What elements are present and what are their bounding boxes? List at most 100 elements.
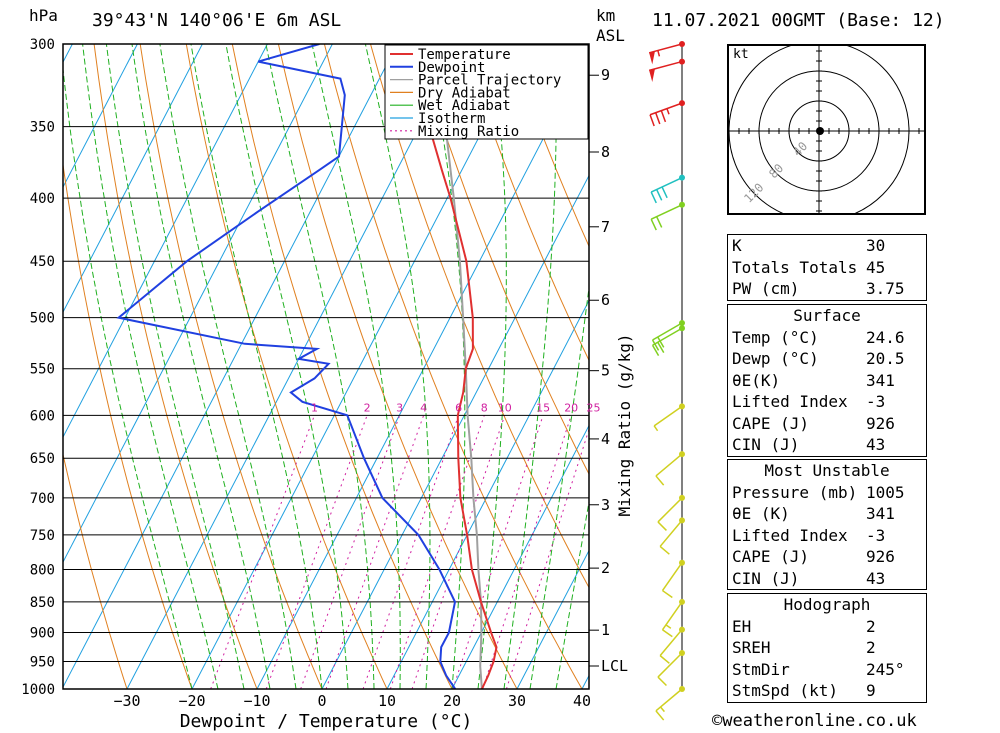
surface-box: Surface Temp (°C) 24.6 Dewp (°C) 20.5 θE(K… [727, 304, 927, 457]
wet-adiabat-line [225, 44, 349, 689]
copyright-link[interactable]: ©weatheronline.co.uk [712, 711, 917, 731]
location-title: 39°43'N 140°06'E 6m ASL [92, 10, 342, 31]
mixing-ratio-label: 4 [420, 401, 427, 414]
wind-barb-staff [657, 497, 683, 523]
mixing-ratio-label: 10 [498, 401, 512, 414]
legend-entry: Mixing Ratio [418, 124, 519, 140]
temp-tick-label: 30 [508, 692, 526, 710]
legend-entry: Parcel Trajectory [418, 73, 561, 89]
surface-value: 24.6 [866, 327, 905, 347]
wind-barb-pennant [649, 51, 655, 65]
index-label: PW (cm) [732, 279, 800, 298]
surface-label: CAPE (J) [732, 413, 810, 433]
mixing-ratio-line [411, 415, 506, 689]
pressure-tick-label: 650 [30, 451, 55, 467]
wet-adiabat-line [425, 44, 466, 689]
wet-adiabat-line [503, 44, 557, 689]
wind-barb-flag [651, 344, 660, 357]
hodo-value: 245° [866, 659, 905, 679]
wind-barb-flag [659, 545, 670, 555]
pressure-tick-label: 500 [30, 311, 55, 327]
hpa-label: hPa [29, 6, 58, 25]
mixing-ratio-label: 15 [536, 401, 550, 414]
wind-barb-half-flag [657, 50, 661, 57]
km-tick-label: 9 [601, 66, 610, 84]
surface-label: Temp (°C) [732, 327, 819, 347]
wet-adiabat-line [131, 44, 271, 689]
wind-barb-staff [653, 405, 683, 427]
mu-label: CIN (J) [732, 568, 800, 588]
dry-adiabat-line [969, 44, 1000, 689]
wind-barb [655, 686, 685, 721]
mixing-ratio-label: 20 [564, 401, 578, 414]
hodo-label: StmSpd (kt) [732, 681, 838, 700]
mixing-ratio-label: 25 [586, 401, 600, 414]
hodograph-graphic [729, 46, 924, 213]
mu-value: 926 [866, 547, 895, 566]
pressure-tick-label: 750 [30, 528, 55, 544]
hodo-label: EH [732, 616, 752, 636]
wind-barb-staff [648, 43, 683, 54]
wet-adiabat-line [105, 44, 245, 689]
wind-barb-half-flag [666, 108, 670, 115]
wind-barb-staff [649, 102, 683, 116]
wind-barb-flag [655, 189, 663, 201]
pressure-tick-label: 950 [30, 655, 55, 671]
wind-barb-flag [657, 341, 665, 354]
hodo-value: 2 [866, 638, 876, 657]
isotherm-line [63, 44, 333, 564]
wet-adiabat-line [63, 65, 193, 689]
km-tick-label: 2 [601, 559, 610, 577]
mixing-ratio-line [362, 415, 460, 689]
mixing-ratio-label: 3 [396, 401, 403, 414]
mixing-ratio-label: 6 [455, 401, 462, 414]
temp-tick-label: −20 [178, 692, 205, 710]
wind-barb-flag [655, 710, 665, 721]
hodograph-panel: kt 40 80 120 [727, 44, 926, 215]
wind-barb-flag [662, 629, 673, 638]
wind-barb-pennant [649, 68, 655, 82]
wind-barb [661, 598, 685, 638]
index-value: 3.75 [866, 279, 905, 298]
wind-barb-flag [649, 114, 655, 127]
legend-entry: Temperature [418, 47, 511, 63]
mixing-ratio-label: 2 [364, 401, 371, 414]
mu-value: 1005 [866, 482, 905, 502]
mu-label: Lifted Index [732, 525, 848, 545]
wind-barb [648, 41, 685, 65]
surface-label: Dewp (°C) [732, 349, 819, 368]
mixing-ratio-line [452, 415, 544, 689]
hodograph-params-title: Hodograph [783, 595, 871, 614]
plot-frame [62, 43, 590, 690]
wind-barb [651, 319, 685, 351]
mixing-ratio-line [210, 415, 315, 689]
pressure-tick-label: 1000 [21, 682, 55, 698]
km-tick-label: 7 [601, 218, 610, 236]
km-tick-label: 4 [601, 430, 610, 448]
temp-tick-label: −10 [243, 692, 270, 710]
wind-barb [651, 325, 685, 357]
mu-label: θE (K) [732, 504, 790, 523]
wind-barb-half-flag [665, 624, 672, 629]
surface-value: 341 [866, 370, 895, 390]
temp-tick-label: 10 [378, 692, 396, 710]
hodo-value: 2 [866, 616, 876, 636]
pressure-tick-label: 900 [30, 626, 55, 642]
wind-barb-flag [659, 655, 670, 664]
wind-barb-flag [650, 218, 657, 231]
legend-entry: Dry Adiabat [418, 85, 511, 101]
axes: 1 2 3 4 6 8 10 15 20 2530035040045050055060065070… [21, 37, 634, 732]
index-label: K [732, 236, 742, 255]
wind-barb-flag [657, 521, 667, 531]
km-tick-label: 1 [601, 621, 610, 639]
dewpoint-line [116, 44, 457, 689]
pressure-tick-label: 600 [30, 408, 55, 424]
mu-label: Pressure (mb) [732, 482, 858, 502]
wet-adiabat-line [82, 44, 219, 689]
isotherm-line [321, 174, 589, 689]
pressure-tick-label: 700 [30, 491, 55, 507]
wind-barb-staff [661, 601, 683, 631]
wind-barb-staff [652, 327, 683, 346]
dry-adiabat-line [231, 44, 453, 689]
wind-barb [655, 451, 685, 486]
